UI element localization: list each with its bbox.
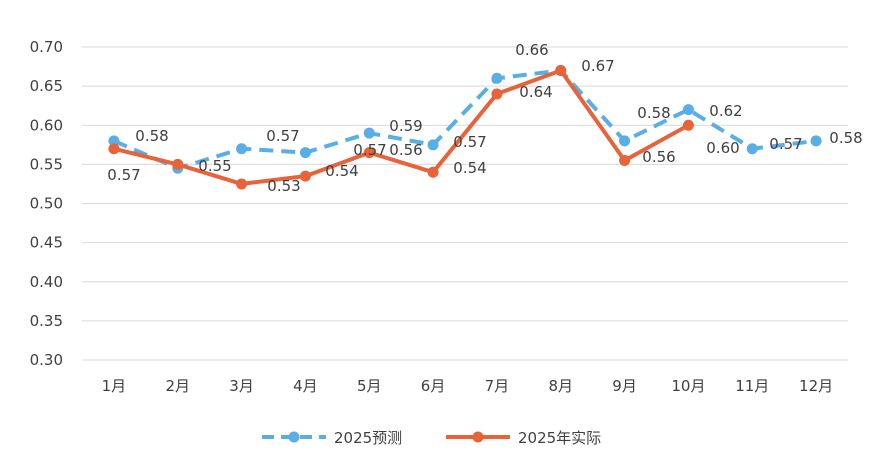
data-point: [619, 154, 631, 166]
y-tick-label: 0.45: [30, 234, 63, 252]
x-axis-ticks: 1月 2月 3月 4月 5月 6月 7月 8月 9月 10月 11月 12月: [102, 377, 833, 395]
legend-label: 2025预测: [334, 429, 402, 447]
x-tick-label: 5月: [357, 377, 382, 395]
data-label: 0.57: [107, 166, 140, 184]
data-point: [555, 64, 567, 76]
data-label: 0.60: [706, 139, 739, 157]
data-point: [299, 147, 311, 159]
data-label: 0.57: [353, 141, 386, 159]
x-tick-label: 9月: [612, 377, 637, 395]
data-point: [108, 135, 120, 147]
data-label: 0.57: [769, 135, 802, 153]
data-point: [236, 178, 248, 190]
x-tick-label: 3月: [229, 377, 254, 395]
data-label: 0.54: [453, 159, 486, 177]
x-tick-label: 1月: [102, 377, 127, 395]
data-point: [108, 143, 120, 155]
data-label: 0.58: [829, 129, 862, 147]
y-tick-label: 0.40: [30, 273, 63, 291]
data-point: [746, 143, 758, 155]
data-point: [172, 158, 184, 170]
x-tick-label: 7月: [485, 377, 510, 395]
data-label: 0.56: [389, 141, 422, 159]
data-point: [682, 119, 694, 131]
data-label: 0.64: [519, 83, 552, 101]
legend: 2025预测 2025年实际: [262, 429, 601, 447]
y-tick-label: 0.35: [30, 312, 63, 330]
legend-swatch-marker: [472, 431, 484, 443]
data-point: [682, 104, 694, 116]
data-point: [810, 135, 822, 147]
series-line: [113, 68, 817, 171]
legend-swatch-marker: [288, 431, 300, 443]
data-label: 0.59: [389, 117, 422, 135]
data-label: 0.54: [325, 162, 358, 180]
data-label: 0.57: [266, 127, 299, 145]
data-label: 0.57: [453, 133, 486, 151]
series-layer: [108, 64, 822, 190]
y-tick-label: 0.65: [30, 77, 63, 95]
data-point: [427, 139, 439, 151]
gridlines: [82, 46, 848, 361]
data-label: 0.67: [581, 57, 614, 75]
data-point: [363, 147, 375, 159]
data-point: [363, 127, 375, 139]
data-labels: 0.58 0.570.590.570.660.670.58 0.620.57 0.58…: [107, 41, 862, 195]
x-tick-label: 4月: [293, 377, 318, 395]
data-label: 0.58: [135, 127, 168, 145]
data-point: [427, 166, 439, 178]
data-label: 0.56: [642, 148, 675, 166]
x-tick-label: 11月: [735, 377, 769, 395]
data-point: [299, 170, 311, 182]
x-tick-label: 8月: [548, 377, 573, 395]
data-point: [619, 135, 631, 147]
data-label: 0.58: [637, 104, 670, 122]
x-tick-label: 2月: [165, 377, 190, 395]
x-tick-label: 10月: [671, 377, 705, 395]
series-line: [113, 68, 690, 186]
y-axis-ticks: 0.30 0.35 0.40 0.45 0.50 0.55 0.60 0.65 0.70: [30, 38, 63, 369]
data-label: 0.66: [515, 41, 548, 59]
y-tick-label: 0.55: [30, 155, 63, 173]
data-label: 0.62: [709, 102, 742, 120]
data-label: 0.53: [267, 177, 300, 195]
data-point: [236, 143, 248, 155]
y-tick-label: 0.60: [30, 116, 63, 134]
data-label: 0.55: [198, 157, 231, 175]
data-point: [491, 88, 503, 100]
x-tick-label: 12月: [799, 377, 833, 395]
y-tick-label: 0.70: [30, 38, 63, 56]
data-point: [491, 72, 503, 84]
legend-label: 2025年实际: [518, 429, 601, 447]
y-tick-label: 0.50: [30, 195, 63, 213]
y-tick-label: 0.30: [30, 351, 63, 369]
x-tick-label: 6月: [421, 377, 446, 395]
